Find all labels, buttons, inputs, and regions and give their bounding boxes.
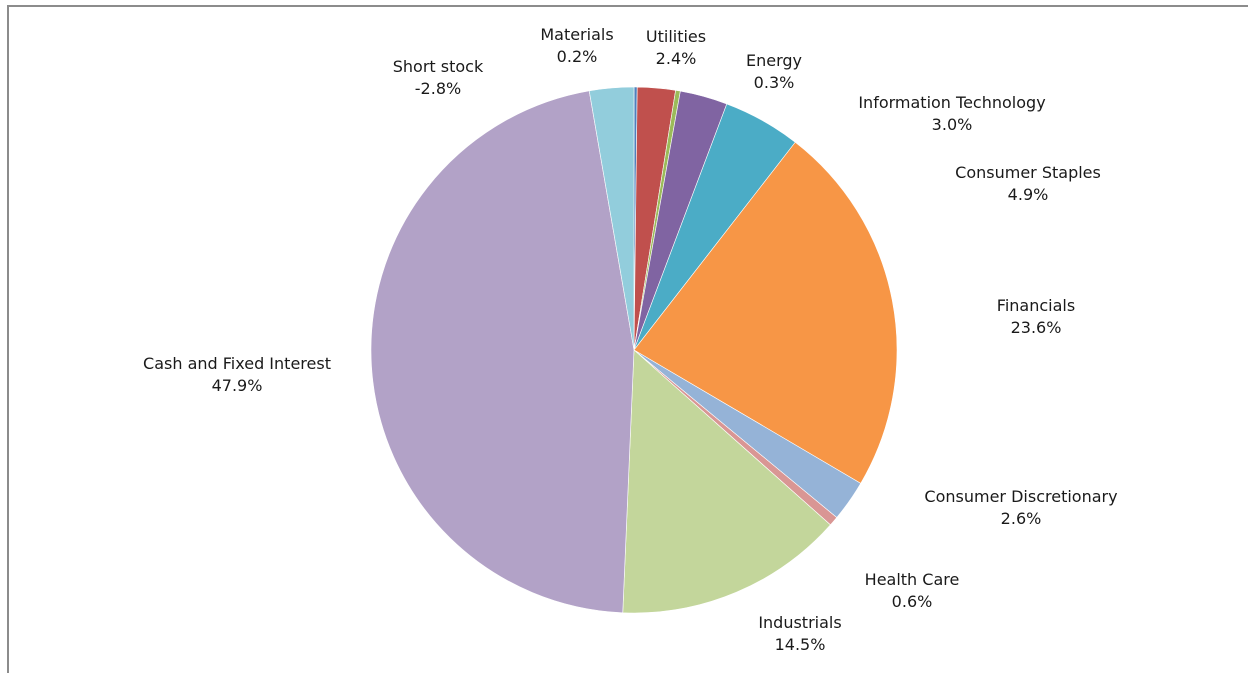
label-value: 3.0% xyxy=(932,115,973,134)
label-materials: Materials 0.2% xyxy=(540,25,613,66)
chart-frame: Materials 0.2% Utilities 2.4% Energy 0.3% Info… xyxy=(7,5,1248,673)
label-value: 0.6% xyxy=(892,592,933,611)
label-financials: Financials 23.6% xyxy=(997,296,1075,337)
label-name: Cash and Fixed Interest xyxy=(143,354,331,373)
label-energy: Energy 0.3% xyxy=(746,51,802,92)
label-value: 2.6% xyxy=(1001,509,1042,528)
label-value: 0.3% xyxy=(754,73,795,92)
label-value: -2.8% xyxy=(415,79,461,98)
label-name: Materials xyxy=(540,25,613,44)
label-health-care: Health Care 0.6% xyxy=(865,570,960,611)
label-name: Consumer Staples xyxy=(955,163,1101,182)
label-name: Health Care xyxy=(865,570,960,589)
label-value: 0.2% xyxy=(557,47,598,66)
label-value: 47.9% xyxy=(212,376,263,395)
label-information-technology: Information Technology 3.0% xyxy=(858,93,1045,134)
label-value: 2.4% xyxy=(656,49,697,68)
label-name: Consumer Discretionary xyxy=(924,487,1117,506)
label-industrials: Industrials 14.5% xyxy=(758,613,841,654)
label-name: Utilities xyxy=(646,27,706,46)
pie-slices xyxy=(370,86,898,614)
pie-chart: Materials 0.2% Utilities 2.4% Energy 0.3% Info… xyxy=(143,25,1118,654)
pie-labels: Materials 0.2% Utilities 2.4% Energy 0.3% Info… xyxy=(143,25,1118,654)
label-utilities: Utilities 2.4% xyxy=(646,27,706,68)
slice-cash-and-fixed-interest xyxy=(370,90,635,614)
slice-industrials xyxy=(622,349,831,614)
label-name: Financials xyxy=(997,296,1075,315)
label-name: Short stock xyxy=(393,57,484,76)
label-consumer-discretionary: Consumer Discretionary 2.6% xyxy=(924,487,1117,528)
slice-financials xyxy=(633,141,898,484)
label-name: Energy xyxy=(746,51,802,70)
label-value: 4.9% xyxy=(1008,185,1049,204)
label-value: 14.5% xyxy=(775,635,826,654)
label-cash-and-fixed-interest: Cash and Fixed Interest 47.9% xyxy=(143,354,331,395)
label-name: Industrials xyxy=(758,613,841,632)
label-name: Information Technology xyxy=(858,93,1045,112)
label-short-stock: Short stock -2.8% xyxy=(393,57,484,98)
label-consumer-staples: Consumer Staples 4.9% xyxy=(955,163,1101,204)
label-value: 23.6% xyxy=(1011,318,1062,337)
slice-short-stock xyxy=(588,86,635,351)
